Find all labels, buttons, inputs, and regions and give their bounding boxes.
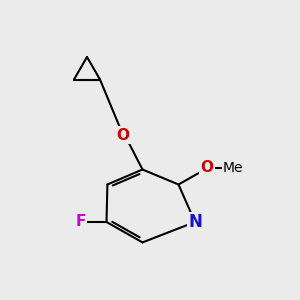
Text: O: O [116, 128, 130, 142]
Text: Me: Me [222, 161, 243, 175]
Text: F: F [76, 214, 86, 230]
Text: N: N [188, 213, 202, 231]
Text: O: O [200, 160, 214, 175]
